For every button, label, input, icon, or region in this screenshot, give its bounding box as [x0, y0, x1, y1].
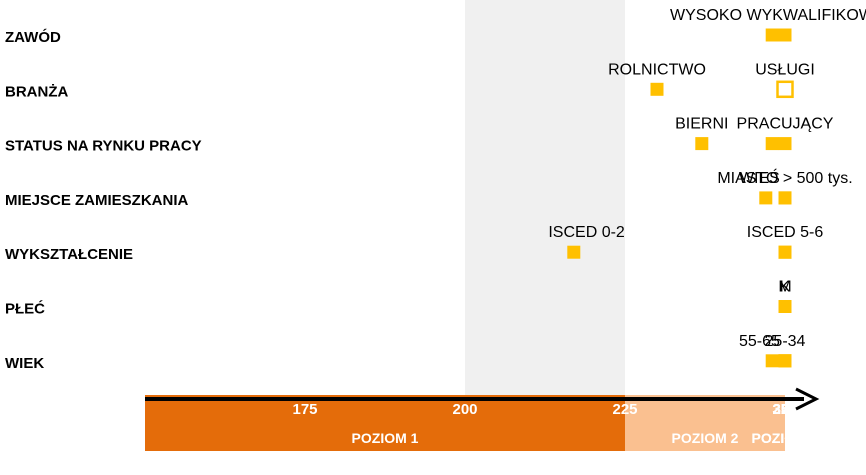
band-0 [465, 0, 625, 395]
annotations: WYSOKO WYKWALIFIKOWANI ROLNICTWO USŁUGI BIE… [548, 7, 866, 350]
data-point [778, 28, 792, 42]
x-tick-label: 175 [292, 401, 317, 418]
data-point [650, 82, 664, 96]
level-label-3: POZIOM 3 [752, 430, 819, 446]
x-tick-label: 300 [772, 401, 797, 418]
annotation-label: K [780, 279, 791, 296]
data-point [759, 191, 773, 205]
annotation-label: WYSOKO WYKWALIFIKOWANI [670, 7, 866, 24]
x-tick-label: 200 [452, 401, 477, 418]
x-tick-label: 325 [772, 401, 797, 418]
data-point [765, 354, 779, 368]
annotation-label: PRACUJĄCY [737, 116, 834, 133]
background-bands [465, 0, 625, 395]
row-label: ZAWÓD [5, 28, 61, 46]
data-point [778, 245, 792, 259]
data-point [778, 191, 792, 205]
annotation-label: MIASTO > 500 tys. [717, 170, 852, 187]
annotation-label: BIERNI [675, 116, 728, 133]
annotation-label: ISCED 5-6 [747, 224, 824, 241]
axis-arrow-head [795, 387, 820, 411]
x-tick-label: 225 [612, 401, 637, 418]
data-point [778, 300, 792, 313]
row-labels: ZAWÓD BRANŻA STATUS NA RYNKU PRACY MIEJSCE … [5, 28, 202, 372]
data-point [778, 137, 792, 151]
level-label-4: POZIOM 4 [752, 430, 819, 446]
annotation-label: WIEŚ [739, 168, 780, 187]
data-point [765, 137, 779, 151]
annotation-label: USŁUGI [755, 61, 815, 78]
data-point [567, 245, 581, 259]
x-tick-label: 250 [772, 401, 797, 418]
axis-arrow [145, 387, 820, 411]
data-points [567, 28, 794, 368]
row-label: WIEK [5, 355, 44, 372]
level-segment-2 [625, 395, 785, 451]
row-label: PŁEĆ [5, 300, 45, 318]
level-segment-1 [145, 395, 625, 451]
row-label: STATUS NA RYNKU PRACY [5, 138, 202, 155]
data-point [695, 137, 709, 151]
level-label-1: POZIOM 1 [352, 430, 419, 446]
annotation-label: ROLNICTWO [608, 61, 706, 78]
x-tick-label: 275 [772, 401, 797, 418]
data-point [778, 354, 792, 368]
row-label: MIEJSCE ZAMIESZKANIA [5, 192, 189, 209]
level-label-2: POZIOM 2 [672, 430, 739, 446]
row-label: WYKSZTAŁCENIE [5, 246, 133, 263]
x-tick-label: 350 [772, 401, 797, 418]
annotation-label: 55-65 [739, 333, 780, 350]
annotation-label: 25-34 [765, 333, 806, 350]
row-label: BRANŻA [5, 83, 68, 100]
annotation-label: M [778, 279, 791, 296]
data-point [765, 28, 779, 42]
data-point-hollow [776, 80, 794, 99]
annotation-label: ISCED 0-2 [548, 224, 625, 241]
